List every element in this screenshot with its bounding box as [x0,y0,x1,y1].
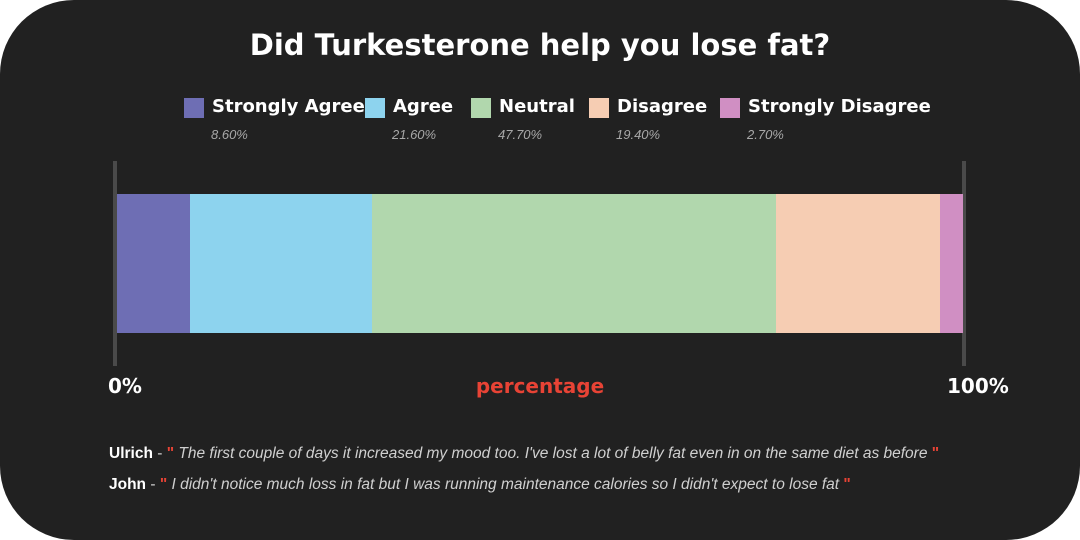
quote-close-mark: " [843,476,851,493]
quote-open-mark: " [166,445,175,462]
quote-close-mark: " [931,445,940,462]
legend-percent: 47.70% [498,127,543,142]
legend-swatch [184,98,204,118]
quote-ulrich: Ulrich - " The first couple of days it i… [109,445,939,463]
legend-percent: 8.60% [211,127,248,142]
quote-separator: - [146,476,160,493]
bar-segment-strongly-disagree [940,194,963,333]
quote-separator: - [152,445,167,462]
stacked-bar [117,194,963,333]
bar-segment-disagree [776,194,941,333]
quote-open-mark: " [159,476,168,493]
legend-label: Disagree [617,96,708,117]
bar-segment-agree [189,194,373,333]
bar-segment-neutral [372,194,777,333]
legend-percent: 21.60% [392,127,437,142]
legend-label: Agree [393,96,454,117]
legend-swatch [589,98,609,118]
legend-swatch [365,98,385,118]
axis-left-line [113,161,117,366]
legend-percent: 19.40% [616,127,661,142]
legend-label: Strongly Disagree [748,96,931,117]
legend-swatch [720,98,740,118]
quote-text: The first couple of days it increased my… [174,445,932,462]
legend-swatch [471,98,491,118]
legend-label: Strongly Agree [212,96,365,117]
legend-percent: 2.70% [747,127,784,142]
x-tick-0: 0% [108,374,142,398]
bar-segment-strongly-agree [117,194,190,333]
x-tick-100: 100% [947,374,1009,398]
x-axis-label: percentage [475,374,605,398]
chart-title: Did Turkesterone help you lose fat? [249,28,831,62]
quote-author: John [109,476,147,493]
quote-text: I didn't notice much loss in fat but I w… [167,476,844,493]
axis-right-line [962,161,966,366]
quote-john: John - " I didn't notice much loss in fa… [109,476,851,494]
quote-author: Ulrich [109,445,153,462]
legend-label: Neutral [499,96,575,117]
